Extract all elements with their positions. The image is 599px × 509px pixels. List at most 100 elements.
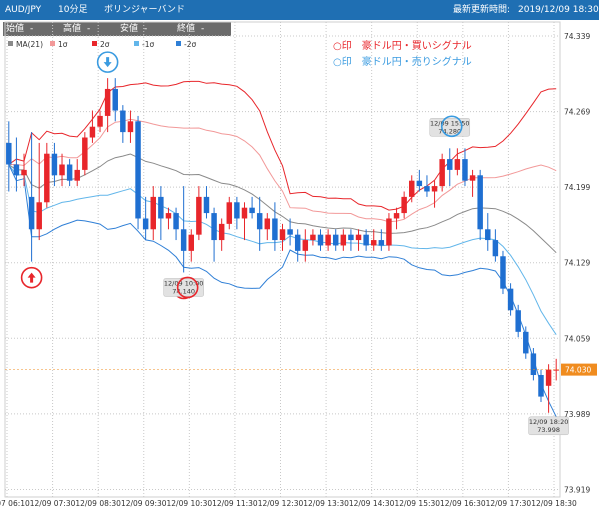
- candle-body: [21, 169, 27, 176]
- candle-body: [492, 240, 499, 257]
- x-tick-label: 12/09 09:30: [121, 499, 167, 508]
- candle-body: [165, 213, 172, 219]
- candle-body: [120, 110, 126, 133]
- candle-body: [36, 202, 42, 230]
- candle-body: [89, 126, 96, 138]
- y-tick-label: 73.989: [564, 410, 590, 419]
- candle-body: [112, 88, 118, 111]
- candle-body: [538, 375, 544, 397]
- candle-body: [249, 207, 255, 214]
- candle-body: [310, 234, 316, 241]
- candle-body: [127, 121, 134, 133]
- candle-body: [66, 164, 73, 181]
- y-tick-label: 74.059: [564, 334, 590, 343]
- price-label-text: 12/09 18:20: [529, 418, 569, 426]
- candle-body: [378, 240, 385, 246]
- legend-swatch: [134, 41, 139, 46]
- candle-body: [485, 229, 491, 241]
- y-tick-label: 74.199: [564, 183, 590, 192]
- minus-2sigma-line: [8, 164, 557, 417]
- legend-label: -1σ: [142, 40, 154, 49]
- candle-body: [431, 186, 438, 192]
- sell-signal-circle: [440, 115, 463, 138]
- price-label-box: [528, 416, 569, 436]
- legend: MA(21) 1σ 2σ -1σ -2σ ○印 豪ドル円・買いシグナル ○印 豪ドル円・売り…: [8, 39, 472, 68]
- legend-swatch: [176, 41, 181, 46]
- updated-time-label: 最新更新時間:: [453, 5, 511, 15]
- legend-label: 2σ: [100, 40, 110, 49]
- candle-body: [401, 196, 407, 214]
- candle-body: [325, 234, 331, 246]
- candle-body: [439, 159, 445, 187]
- legend-label: -2σ: [184, 40, 196, 49]
- candle-body: [363, 234, 369, 246]
- candle-body: [59, 164, 65, 176]
- updated-time-value: 2019/12/09 18:30: [518, 5, 599, 15]
- high-label: 高値: [63, 24, 82, 34]
- candle-body: [469, 175, 476, 181]
- open-value: -: [30, 24, 34, 34]
- y-tick-label: 74.339: [564, 32, 590, 41]
- candle-body: [272, 218, 278, 241]
- price-label-text: 12/09 15:50: [430, 119, 470, 127]
- candle-body: [173, 213, 179, 230]
- candle-body: [218, 223, 225, 241]
- current-price-tag: [561, 363, 597, 376]
- candle-body: [393, 213, 400, 219]
- legend-swatch: [92, 41, 97, 46]
- candle-body: [545, 369, 552, 386]
- candle-body: [97, 115, 103, 127]
- candle-body: [256, 213, 263, 230]
- candle-body: [424, 186, 430, 192]
- candle-body: [287, 229, 293, 235]
- current-price-value: 74.030: [565, 366, 591, 375]
- x-tick-label: 12/09 16:30: [440, 499, 486, 508]
- candle-body: [348, 234, 354, 241]
- candle-body: [51, 153, 58, 176]
- x-tick-label: 12/09 18:30: [531, 499, 577, 508]
- candle-body: [523, 331, 529, 354]
- price-label-text: 74.280: [438, 127, 461, 135]
- candle-body: [203, 196, 210, 214]
- indicator-label: ボリンジャーバンド: [104, 5, 185, 15]
- candle-body: [188, 234, 195, 251]
- candle-body: [142, 218, 149, 230]
- x-tick-label: 12/09 12:30: [258, 499, 304, 508]
- legend-swatch: [8, 41, 13, 46]
- close-value: -: [201, 24, 205, 34]
- ma21-line: [8, 153, 557, 254]
- low-value: -: [144, 24, 148, 34]
- candle-body: [409, 180, 415, 197]
- legend-label: 1σ: [58, 40, 68, 49]
- price-label-text: 74.140: [172, 287, 195, 295]
- candle-body: [158, 196, 164, 219]
- candle-body: [454, 159, 461, 170]
- x-tick-label: 12/07 06:10: [0, 499, 30, 508]
- candle-body: [241, 207, 248, 219]
- buy-arrow-icon: [27, 272, 36, 283]
- candle-body: [340, 234, 347, 246]
- low-label: 安値: [120, 24, 139, 34]
- candle-body: [150, 196, 156, 230]
- x-tick-label: 12/09 08:30: [75, 499, 121, 508]
- x-tick-label: 12/09 10:30: [167, 499, 213, 508]
- y-tick-label: 74.129: [564, 259, 590, 268]
- y-tick-label: 73.919: [564, 485, 590, 494]
- timeframe-label: 10分足: [58, 5, 88, 15]
- pair-label: AUD/JPY: [5, 5, 42, 15]
- candle-body: [13, 164, 20, 176]
- grid: [4, 21, 561, 498]
- open-label: 始値: [6, 24, 25, 34]
- high-value: -: [87, 24, 91, 34]
- x-tick-label: 12/09 14:30: [349, 499, 395, 508]
- candle-body: [355, 234, 362, 241]
- x-tick-label: 12/09 07:30: [30, 499, 76, 508]
- candle-body: [302, 240, 309, 251]
- candle-body: [317, 234, 324, 246]
- candle-body: [477, 175, 483, 230]
- candle-body: [82, 137, 88, 170]
- candle-body: [279, 229, 286, 241]
- candle-body: [44, 153, 50, 203]
